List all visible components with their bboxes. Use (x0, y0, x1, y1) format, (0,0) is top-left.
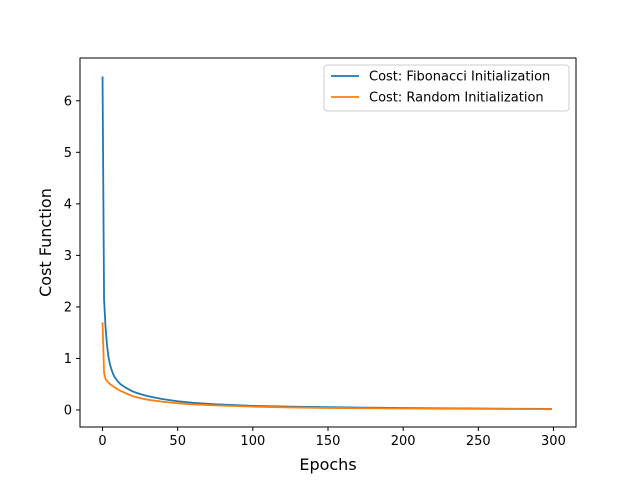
y-tick-label: 1 (64, 352, 72, 367)
x-tick-label: 150 (316, 434, 341, 449)
x-tick-label: 50 (169, 434, 186, 449)
legend-box (323, 64, 570, 112)
series-layer (101, 76, 552, 411)
y-tick-label: 0 (64, 403, 72, 418)
y-tick-label: 2 (64, 300, 72, 315)
y-tick-label: 6 (64, 94, 72, 109)
legend-label-random: Cost: Random Initialization (369, 91, 544, 106)
series-line-1 (101, 322, 552, 411)
legend-label-fibonacci: Cost: Fibonacci Initialization (369, 70, 550, 85)
x-tick-label: 0 (98, 434, 106, 449)
x-tick-label: 250 (466, 434, 491, 449)
x-axis-ticks: 0 50 100 150 200 250 300 (98, 427, 566, 449)
x-tick-label: 100 (240, 434, 265, 449)
y-tick-label: 5 (64, 146, 72, 161)
x-tick-label: 200 (391, 434, 416, 449)
y-tick-label: 3 (64, 249, 72, 264)
legend: Cost: Fibonacci Initialization Cost: Ran… (323, 64, 570, 112)
x-axis-label: Epochs (299, 455, 356, 474)
y-tick-label: 4 (64, 197, 72, 212)
y-axis-label: Cost Function (36, 188, 55, 297)
x-tick-label: 300 (541, 434, 566, 449)
y-axis-ticks: 0 1 2 3 4 5 6 (64, 94, 80, 418)
